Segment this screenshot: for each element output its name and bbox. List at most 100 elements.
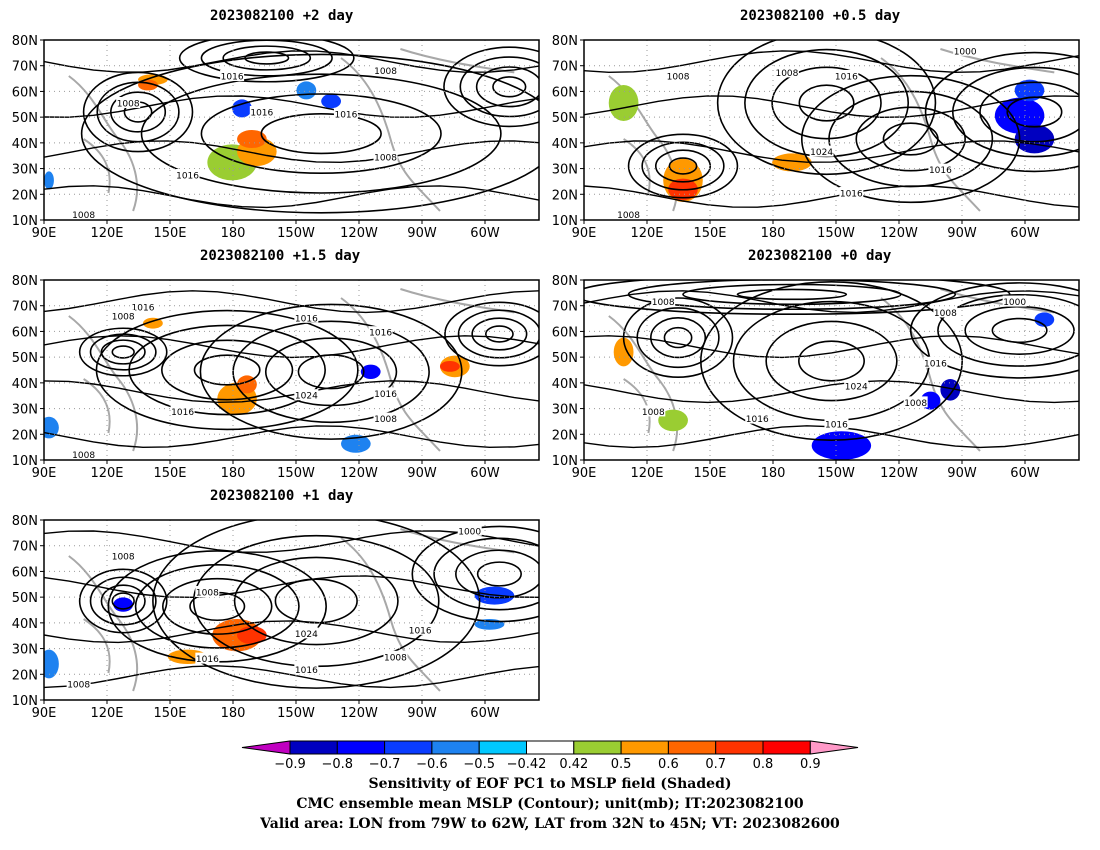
colorbar-segment	[526, 740, 575, 755]
contour-label-bg	[457, 524, 482, 536]
caption-line-1: Sensitivity of EOF PC1 to MSLP field (Sh…	[368, 776, 732, 792]
sensitivity-shading	[143, 317, 163, 329]
mslp-contour	[44, 185, 539, 209]
contour-label-bg	[131, 301, 155, 312]
mslp-contour	[951, 66, 1079, 158]
map-panel: 1000 1008 1008 1024 1016 1016 1016 1008 1008 80N 7…	[12, 514, 540, 721]
mslp-contour	[924, 51, 1079, 173]
contour-label: 1016	[825, 421, 848, 431]
mslp-contour	[260, 113, 382, 155]
sensitivity-shading	[232, 99, 252, 118]
mslp-contour	[627, 133, 739, 199]
contour-label-bg	[294, 389, 319, 401]
mslp-contour	[44, 575, 539, 599]
mslp-contour	[193, 354, 261, 386]
contour-label: 1008	[775, 69, 798, 79]
coastline	[68, 555, 138, 692]
colorbar-segment	[620, 740, 669, 755]
colorbar-segment	[336, 740, 386, 755]
lon-tick-label: 90E	[32, 706, 57, 721]
mslp-contour	[492, 76, 527, 98]
plot-frame	[583, 279, 1080, 461]
mslp-contour	[736, 288, 848, 301]
mslp-contour	[111, 592, 135, 610]
contour-label: 1016	[334, 110, 357, 120]
lat-tick-label: 40N	[12, 617, 38, 632]
lon-tick-label: 120E	[90, 226, 123, 241]
contour-label: 1016	[746, 415, 769, 425]
mslp-contour	[798, 340, 865, 382]
contour-label: 1008	[112, 313, 135, 323]
lon-tick-label: 150E	[693, 226, 726, 241]
contour-label: 1008	[617, 211, 640, 221]
mslp-contour	[663, 326, 693, 349]
contour-label: 1016	[132, 304, 155, 314]
sensitivity-shading	[440, 361, 460, 372]
mslp-contour	[801, 74, 1021, 204]
lat-tick-label: 60N	[12, 85, 38, 100]
contour-label: 1008	[384, 653, 407, 663]
mslp-contour	[44, 530, 539, 553]
mslp-contour	[200, 93, 442, 174]
map-panel: 1016 1008 1008 1016 1016 1008 1016 1008 80N 70N 60…	[12, 34, 540, 241]
sensitivity-shading	[321, 94, 341, 109]
lon-tick-label: 120E	[90, 466, 123, 481]
contour-label: 1016	[374, 390, 397, 400]
lon-tick-label: 60W	[470, 466, 500, 481]
mslp-contour	[909, 282, 1079, 379]
caption-line-2: CMC ensemble mean MSLP (Contour); unit(m…	[296, 796, 804, 812]
lon-tick-label: 90W	[947, 226, 977, 241]
lon-tick-label: 150W	[277, 706, 315, 721]
lat-tick-label: 40N	[12, 137, 38, 152]
mslp-contour	[162, 577, 273, 635]
lon-tick-label: 60W	[470, 706, 500, 721]
contour-label: 1000	[458, 527, 481, 537]
lon-tick-label: 120W	[880, 466, 918, 481]
colorbar-tick-label: −0.9	[274, 757, 306, 772]
panel-title: 2023082100 +1.5 day	[200, 248, 361, 264]
panel-title: 2023082100 +1 day	[210, 488, 354, 504]
mslp-contour	[44, 620, 539, 644]
contour-label: 1008	[196, 589, 219, 599]
lat-tick-label: 80N	[552, 274, 578, 289]
lon-tick-label: 90W	[407, 226, 437, 241]
mslp-contour	[161, 339, 294, 401]
contour-label-bg	[824, 418, 849, 429]
mslp-contour	[44, 290, 539, 314]
lat-tick-label: 80N	[552, 34, 578, 49]
lat-tick-label: 70N	[12, 300, 38, 315]
colorbar-segment	[667, 740, 717, 755]
mslp-contour	[979, 81, 1079, 143]
colorbar-tick-label: 0.5	[611, 757, 632, 772]
lat-tick-label: 30N	[552, 403, 578, 418]
contour-label-bg	[71, 208, 96, 220]
panel-title: 2023082100 +2 day	[210, 8, 354, 24]
lon-tick-label: 150W	[277, 466, 315, 481]
lat-tick-label: 10N	[12, 214, 38, 229]
mslp-contour	[44, 335, 539, 359]
lon-tick-label: 90E	[32, 226, 57, 241]
contour-label-bg	[175, 169, 200, 180]
contour-label-bg	[66, 677, 91, 689]
coastline	[340, 57, 441, 212]
lat-tick-label: 70N	[552, 300, 578, 315]
contour-label-bg	[616, 208, 641, 220]
mslp-contour	[100, 584, 146, 618]
colorbar-segment	[762, 740, 811, 755]
lon-tick-label: 120W	[340, 466, 378, 481]
contour-label-bg	[71, 448, 96, 460]
map-panel: 1000 1008 1008 1016 1024 1016 1016 1008 80N 70N 60…	[552, 34, 1080, 241]
colorbar-tick-label: 0.8	[753, 757, 774, 772]
contour-label-bg	[373, 412, 398, 424]
contour-label: 1016	[929, 166, 952, 176]
mslp-contour	[199, 303, 463, 440]
mslp-contour	[964, 305, 1075, 355]
contour-label: 1016	[295, 314, 318, 324]
sensitivity-shading	[613, 337, 634, 367]
mslp-contour	[622, 297, 734, 378]
contour-label: 1008	[72, 451, 95, 461]
lon-tick-label: 60W	[1010, 226, 1040, 241]
coastline	[880, 297, 981, 452]
mslp-contour	[134, 564, 300, 649]
mslp-contour	[100, 339, 146, 365]
